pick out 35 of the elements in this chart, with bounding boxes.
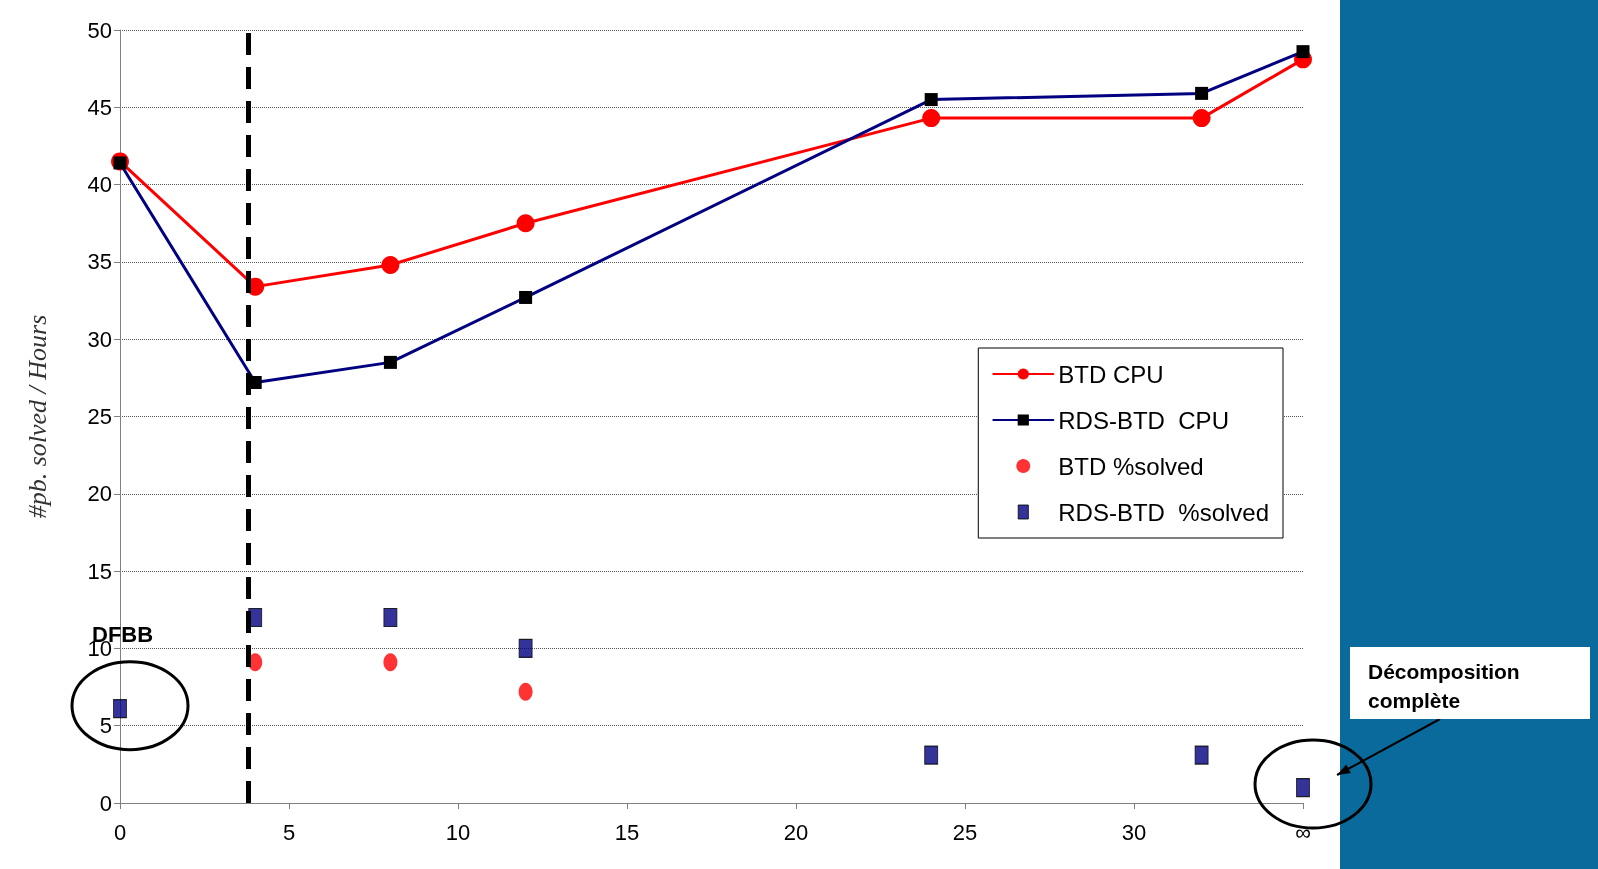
y-tick-label: 50 [87, 17, 112, 43]
point [922, 109, 941, 128]
y-tick-label: 25 [87, 404, 112, 429]
y-tick-label: 45 [87, 94, 112, 120]
legend-label: BTD CPU [1058, 360, 1164, 388]
text: Décomposition complète [1368, 660, 1520, 712]
point [518, 682, 533, 701]
legend-label: BTD %solved [1058, 452, 1204, 480]
legend-label: RDS-BTD CPU [1058, 406, 1229, 434]
point [1192, 109, 1211, 128]
point [518, 638, 533, 658]
point [1296, 778, 1310, 798]
x-tick-label: 15 [614, 819, 640, 845]
point [1194, 745, 1209, 765]
point [924, 745, 939, 765]
point [383, 607, 398, 627]
point [516, 214, 535, 233]
y-tick-label: 30 [87, 326, 112, 352]
legend-label: RDS-BTD %solved [1058, 498, 1269, 526]
y-tick-label: 15 [87, 558, 112, 584]
y-tick-label: 5 [99, 713, 112, 739]
x-tick-label: 20 [783, 819, 809, 845]
y-tick-label: 35 [87, 249, 112, 275]
x-tick-label: 5 [282, 819, 296, 845]
y-tick-label: 40 [87, 172, 112, 198]
x-tick-label: ∞ [1295, 819, 1311, 845]
point [381, 256, 400, 274]
x-tick-label: 30 [1121, 819, 1147, 845]
x-tick-label: 10 [445, 819, 471, 845]
y-tick-label: 0 [99, 790, 112, 816]
y-tick-label: 20 [87, 481, 112, 507]
point [113, 699, 127, 719]
y-axis-title: #pb. solved / Hours [22, 314, 52, 519]
x-tick-label: 25 [952, 819, 978, 845]
point [383, 653, 398, 672]
